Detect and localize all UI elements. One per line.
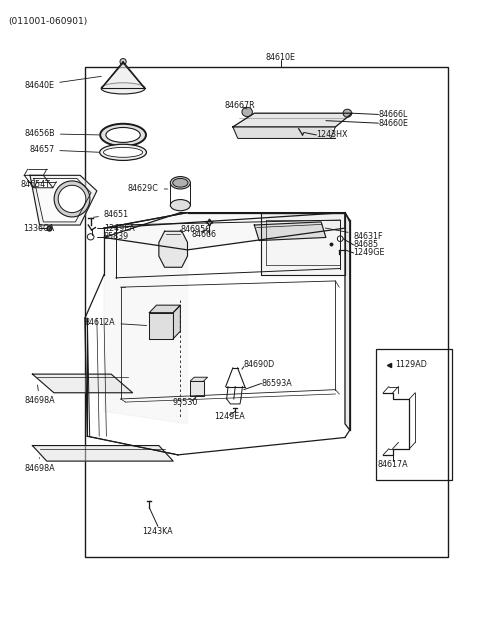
Text: 84667R: 84667R bbox=[225, 101, 255, 110]
Polygon shape bbox=[191, 378, 207, 381]
Text: 84610E: 84610E bbox=[265, 53, 296, 62]
Text: 85839: 85839 bbox=[104, 232, 129, 241]
Ellipse shape bbox=[104, 147, 143, 157]
Polygon shape bbox=[149, 305, 180, 313]
Ellipse shape bbox=[173, 178, 188, 187]
Ellipse shape bbox=[100, 124, 146, 146]
Text: 84690D: 84690D bbox=[244, 360, 275, 369]
Polygon shape bbox=[33, 374, 132, 392]
Ellipse shape bbox=[101, 83, 145, 94]
Ellipse shape bbox=[87, 234, 94, 240]
Text: 1249GE: 1249GE bbox=[354, 248, 385, 258]
Polygon shape bbox=[173, 305, 180, 339]
Polygon shape bbox=[149, 313, 173, 339]
Text: 84651: 84651 bbox=[94, 210, 129, 219]
Text: 84698A: 84698A bbox=[24, 385, 55, 406]
Ellipse shape bbox=[343, 109, 352, 117]
Polygon shape bbox=[262, 213, 345, 275]
Ellipse shape bbox=[170, 200, 191, 211]
Text: 86593A: 86593A bbox=[262, 379, 292, 388]
Polygon shape bbox=[34, 178, 91, 222]
Polygon shape bbox=[33, 446, 173, 461]
Bar bbox=[376, 349, 452, 480]
Text: 84654T: 84654T bbox=[21, 180, 50, 188]
Text: 95530: 95530 bbox=[172, 397, 198, 407]
Text: 1249EA: 1249EA bbox=[214, 412, 245, 421]
Text: 1243HX: 1243HX bbox=[316, 130, 348, 139]
Polygon shape bbox=[233, 113, 352, 127]
Ellipse shape bbox=[58, 185, 86, 213]
Text: 1336CA: 1336CA bbox=[23, 223, 54, 233]
Ellipse shape bbox=[242, 107, 252, 117]
Ellipse shape bbox=[337, 236, 343, 241]
Text: 84656B: 84656B bbox=[24, 129, 99, 138]
Polygon shape bbox=[104, 213, 345, 250]
Polygon shape bbox=[254, 222, 326, 241]
Text: 84666: 84666 bbox=[192, 230, 216, 240]
Text: 84631F: 84631F bbox=[325, 228, 383, 241]
Text: 84685: 84685 bbox=[354, 240, 379, 250]
Polygon shape bbox=[102, 62, 144, 87]
Ellipse shape bbox=[120, 59, 126, 65]
Ellipse shape bbox=[106, 127, 140, 142]
Ellipse shape bbox=[170, 177, 191, 189]
Ellipse shape bbox=[100, 144, 146, 160]
Ellipse shape bbox=[54, 181, 90, 217]
Text: (011001-060901): (011001-060901) bbox=[9, 17, 88, 26]
Polygon shape bbox=[345, 213, 350, 430]
Text: 84640E: 84640E bbox=[24, 76, 101, 90]
Text: 84666L: 84666L bbox=[378, 110, 408, 119]
Polygon shape bbox=[233, 127, 336, 138]
Text: 84657: 84657 bbox=[29, 145, 99, 154]
Text: 84698A: 84698A bbox=[24, 457, 55, 473]
Text: 84695C: 84695C bbox=[180, 225, 211, 235]
Polygon shape bbox=[104, 238, 188, 424]
Text: 84660E: 84660E bbox=[378, 119, 408, 128]
Polygon shape bbox=[159, 232, 188, 267]
Text: 84617A: 84617A bbox=[377, 460, 408, 469]
Polygon shape bbox=[30, 175, 97, 225]
Text: 1249EA: 1249EA bbox=[104, 223, 135, 233]
Bar bbox=[85, 67, 447, 557]
Text: 84629C: 84629C bbox=[128, 185, 168, 193]
Text: 84612A: 84612A bbox=[85, 318, 146, 327]
Text: 1243KA: 1243KA bbox=[143, 527, 173, 536]
Polygon shape bbox=[191, 381, 204, 396]
Text: 1129AD: 1129AD bbox=[395, 360, 427, 369]
